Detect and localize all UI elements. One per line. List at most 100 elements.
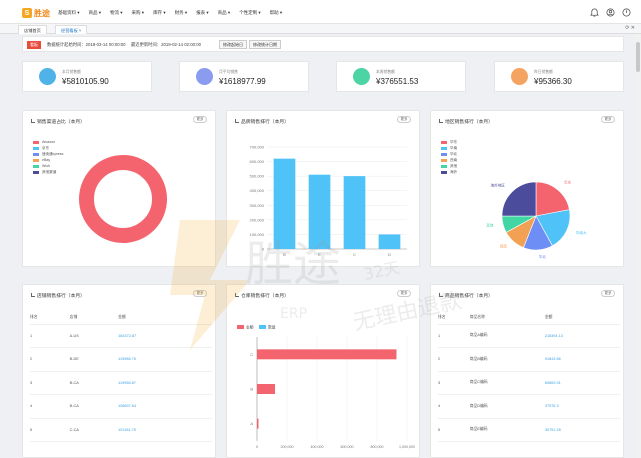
pie-slice[interactable]	[501, 181, 537, 217]
x-tick-label: 200,000	[281, 445, 294, 449]
more-button[interactable]: 更多	[601, 116, 615, 123]
bar[interactable]	[273, 158, 296, 249]
table-row[interactable]: 5 C-CA 101181.75	[30, 418, 212, 442]
more-button[interactable]: 更多	[601, 290, 615, 297]
y-tick-label: 400,000	[250, 188, 265, 193]
chart-icon	[31, 293, 35, 297]
legend-item[interactable]: 其他渠道	[33, 169, 63, 175]
table-row[interactable]: 3 商品C编码 69800.91	[438, 371, 620, 395]
more-button[interactable]: 更多	[397, 290, 411, 297]
tab-home[interactable]: 店铺首页	[18, 25, 47, 34]
legend-item[interactable]: 华北	[441, 151, 457, 157]
slice-label: 华东	[564, 180, 572, 185]
col-shop: 店铺	[69, 311, 119, 325]
logo[interactable]: S 胜途	[22, 7, 52, 19]
y-tick-label: 0	[262, 247, 265, 252]
bar[interactable]	[257, 418, 259, 429]
menu-item[interactable]: 帮助 ▾	[269, 10, 283, 15]
legend-item[interactable]: 华南	[441, 145, 457, 151]
chart-icon	[439, 293, 443, 297]
power-icon[interactable]	[622, 8, 631, 17]
more-button[interactable]: 更多	[397, 116, 411, 123]
menu-item[interactable]: 个性定制 ▾	[239, 10, 261, 15]
table-row[interactable]: 4 商品D编码 37976.3	[438, 394, 620, 419]
legend-label: 华南	[450, 145, 458, 150]
menu-item[interactable]: 采购 ▾	[131, 10, 145, 15]
legend-item[interactable]: 京东	[33, 145, 63, 151]
legend-item[interactable]: 速卖通xpress	[33, 151, 63, 157]
stat-value: ¥5810105.90	[62, 77, 109, 86]
cell: 119956.87	[118, 371, 212, 395]
x-tick-label: 600,000	[341, 445, 354, 449]
table-row[interactable]: 1 A-US 184372.87	[30, 324, 212, 348]
table-row[interactable]: 2 B-DE 119986.75	[30, 347, 212, 372]
menu-item[interactable]: 商品 ▾	[217, 10, 231, 15]
legend-item[interactable]: Amazon	[33, 139, 63, 145]
menu-item[interactable]: 库存 ▾	[153, 10, 166, 15]
cell: 商品C编码	[469, 371, 545, 395]
legend-item[interactable]: eBay	[33, 157, 63, 163]
menu-item[interactable]: 报表 ▾	[196, 10, 209, 15]
y-tick-label: C	[250, 352, 253, 357]
more-button[interactable]: 更多	[193, 290, 207, 297]
scrollbar[interactable]	[635, 34, 641, 458]
edit-date-button[interactable]: 修改统计日期	[249, 40, 281, 49]
stat-label: 本周销售额	[376, 70, 395, 74]
legend-item[interactable]: 其他	[441, 163, 457, 169]
bar[interactable]	[378, 234, 401, 249]
legend-label: 数量	[268, 325, 276, 330]
legend-item[interactable]: Wish	[33, 163, 63, 169]
card-title: 地区销售排行（本月）	[439, 118, 493, 125]
table-row[interactable]: 3 B-CA 119956.87	[30, 371, 212, 395]
cell: 1	[30, 324, 70, 348]
bell-icon[interactable]	[590, 8, 599, 17]
banner-tag: 看板	[27, 41, 41, 49]
chart-icon	[235, 293, 239, 297]
menu-item[interactable]: 物流 ▾	[110, 10, 123, 15]
legend-swatch[interactable]	[259, 325, 266, 329]
menu-item[interactable]: 财务 ▾	[174, 10, 188, 15]
table-row[interactable]: 5 商品E编码 30791.28	[438, 418, 620, 442]
table-row[interactable]: 1 商品A编码 218394.13	[438, 324, 620, 348]
legend-item[interactable]: 海外	[441, 169, 457, 175]
bar[interactable]	[308, 174, 331, 249]
stat-card-week: 本周销售额 ¥376551.53	[336, 61, 466, 92]
legend-item[interactable]: 华东	[441, 139, 457, 145]
legend-item[interactable]: 西南	[441, 157, 457, 163]
menu-item[interactable]: 商品 ▾	[88, 10, 102, 15]
bar[interactable]	[257, 349, 397, 360]
stat-value: ¥1618977.99	[219, 77, 266, 86]
bar[interactable]	[343, 176, 366, 249]
menu-item[interactable]: 基础资料 ▾	[58, 10, 80, 15]
pie-slice[interactable]	[535, 181, 570, 217]
scrollbar-thumb[interactable]	[636, 42, 640, 72]
close-icon[interactable]: ✕	[630, 25, 635, 31]
cell: 2	[438, 347, 470, 372]
week-icon	[353, 68, 370, 85]
col-rank: 排名	[30, 311, 70, 325]
cell: 3	[30, 371, 70, 395]
table-row[interactable]: 4 B-CA 108697.64	[30, 394, 212, 419]
edit-start-button[interactable]: 修改起始日	[219, 40, 247, 49]
cell: 5	[30, 418, 70, 442]
brand-bar-chart: 0 100,000 200,000 300,000 400,000 500,000 600,…	[250, 145, 407, 257]
stat-label: 本月销售额	[62, 70, 81, 74]
refresh-icon[interactable]: ⟳	[625, 25, 630, 31]
stat-label: 昨日销售额	[534, 70, 553, 74]
bar[interactable]	[257, 384, 275, 394]
user-icon[interactable]	[606, 8, 615, 17]
tab-dashboard[interactable]: 经营看板 ×	[55, 25, 88, 34]
card-title: 店铺销售排行（本月）	[31, 292, 85, 299]
legend-swatch[interactable]	[237, 325, 244, 329]
more-button[interactable]: 更多	[193, 116, 207, 123]
legend-label: 金额	[246, 325, 254, 330]
donut-slice[interactable]	[79, 155, 167, 243]
cell: A-US	[69, 324, 119, 348]
table-row[interactable]: 2 商品B编码 91843.86	[438, 347, 620, 372]
pie-slice[interactable]	[535, 209, 571, 247]
stat-value: ¥95366.30	[534, 77, 572, 86]
cell: C-CA	[69, 418, 119, 442]
legend-swatch	[33, 158, 39, 162]
